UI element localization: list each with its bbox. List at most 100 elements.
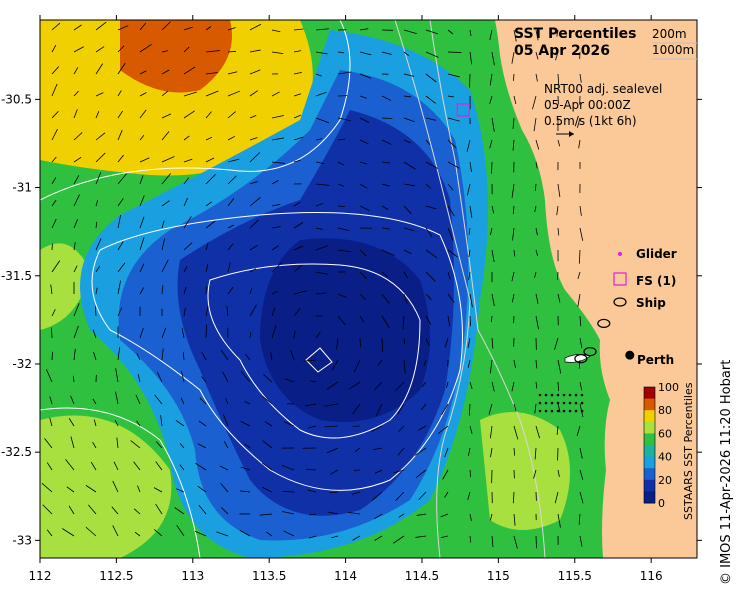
x-axis: 112 112.5 113 113.5 114 114.5 115 115.5 116 (29, 15, 663, 583)
current-vector (579, 381, 583, 391)
current-vector (491, 117, 495, 132)
map-legend: Glider FS (1) Ship (613, 247, 677, 310)
current-vector (249, 288, 253, 295)
current-vector (249, 90, 259, 97)
current-vector (249, 219, 259, 229)
current-vector (398, 513, 405, 518)
sst-field (40, 20, 697, 558)
current-vector (283, 530, 295, 537)
current-vector (489, 425, 493, 439)
current-vector (402, 315, 405, 330)
current-vector (489, 95, 493, 104)
current-vector (133, 461, 141, 471)
current-vector (227, 27, 236, 31)
current-vector (183, 286, 187, 295)
current-vector (359, 51, 372, 56)
current-vector (271, 115, 284, 119)
current-vector (293, 136, 304, 141)
current-vector (381, 271, 388, 278)
current-vector (174, 507, 185, 515)
fs-marker-icon (613, 272, 627, 286)
current-vector (579, 535, 583, 547)
current-vector (249, 23, 262, 31)
current-vector (381, 337, 384, 352)
current-vector (117, 129, 123, 141)
colorbar-segment (644, 479, 655, 492)
current-vector (293, 114, 301, 119)
current-vectors (41, 21, 584, 549)
current-vector (447, 161, 460, 169)
current-vector (446, 381, 449, 388)
current-vector (425, 29, 439, 35)
current-vector (117, 45, 125, 53)
current-vector (315, 183, 330, 186)
current-vector (175, 420, 185, 427)
current-vector (182, 352, 185, 361)
current-time: 05-Apr 00:00Z (544, 98, 631, 112)
current-vector (240, 371, 251, 383)
glider-track-point (562, 401, 566, 405)
current-vector (264, 421, 273, 427)
current-vector (117, 262, 126, 273)
current-vector (73, 325, 79, 339)
current-vector (353, 359, 361, 373)
current-vector (51, 309, 56, 317)
current-vector (359, 271, 367, 279)
current-vector (85, 526, 97, 537)
x-tick-label: 113 (181, 569, 204, 583)
current-vector (467, 491, 471, 501)
current-vector (293, 307, 301, 317)
colorbar-frame (643, 386, 656, 504)
current-vector (293, 28, 304, 31)
current-vector (70, 436, 75, 449)
current-vector (262, 440, 273, 449)
current-vector (315, 161, 325, 165)
current-vector (270, 352, 273, 361)
current-vector (381, 183, 390, 187)
sealevel-contour-outer (91, 212, 463, 491)
current-vector (221, 507, 229, 515)
current-vector (395, 491, 405, 501)
current-vector (489, 359, 493, 374)
current-vector (205, 174, 216, 185)
current-vector (577, 271, 581, 280)
glider-track (538, 393, 584, 413)
current-vector (337, 51, 345, 54)
glider-track-point (568, 409, 572, 413)
current-vector (139, 216, 145, 229)
current-vector (72, 375, 75, 383)
current-vector (282, 491, 295, 493)
current-vector (227, 243, 234, 251)
current-vector (425, 117, 436, 121)
current-vector (73, 303, 80, 317)
current-vector (415, 535, 427, 538)
current-vector (579, 337, 583, 349)
current-vector (374, 513, 383, 520)
current-vector (381, 51, 392, 55)
current-vector (371, 491, 383, 501)
current-vector (447, 183, 454, 191)
current-vector (579, 29, 583, 39)
current-vector (535, 73, 538, 82)
current-vector (381, 161, 390, 164)
glider-track-point (550, 393, 554, 397)
legend-fs-label: FS (1) (636, 274, 676, 288)
current-vector (315, 271, 329, 275)
current-vector (219, 465, 229, 471)
current-vector (557, 139, 561, 147)
current-vector (511, 293, 515, 303)
current-vector (315, 91, 327, 97)
current-vector (359, 117, 370, 123)
current-vector (244, 400, 251, 405)
current-vector (403, 51, 410, 57)
current-vector (293, 93, 302, 97)
current-vector (227, 158, 240, 163)
current-vector (491, 205, 495, 214)
sst-lime-region-w (40, 243, 90, 330)
current-vector (115, 368, 119, 383)
sealevel-eddy-center (305, 347, 333, 373)
current-vector (93, 351, 97, 361)
current-vector (466, 183, 471, 196)
current-vector (205, 50, 220, 53)
current-vector (161, 327, 167, 339)
